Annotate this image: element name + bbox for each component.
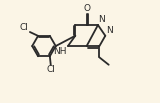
Text: N: N [107, 26, 113, 35]
Text: N: N [98, 15, 105, 24]
Text: Cl: Cl [20, 23, 29, 32]
Text: O: O [83, 4, 90, 13]
Text: NH: NH [53, 47, 67, 56]
Text: Cl: Cl [46, 66, 55, 74]
